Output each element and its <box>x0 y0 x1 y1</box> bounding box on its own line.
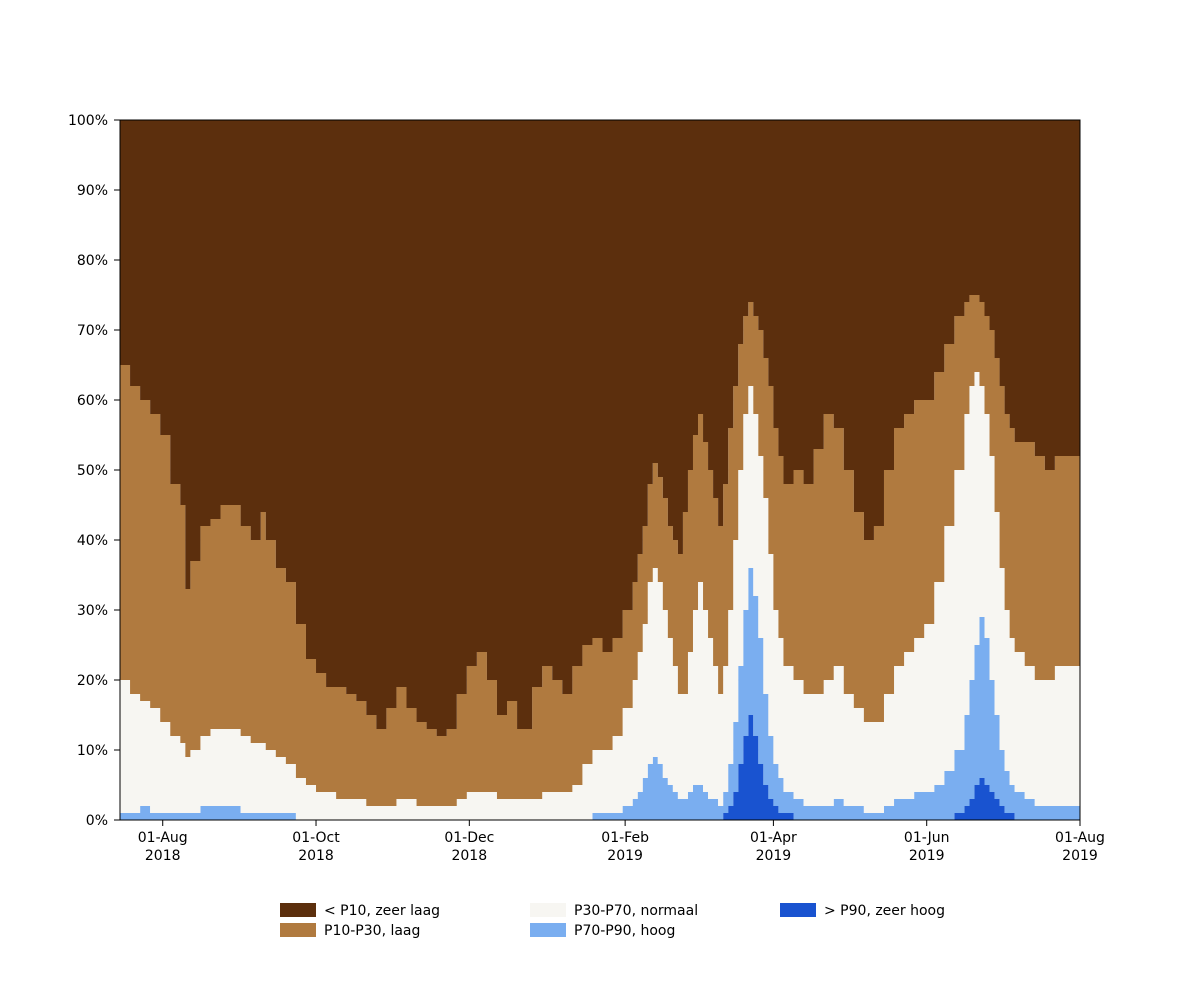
y-tick-label: 40% <box>77 533 108 549</box>
x-tick-label-line1: 01-Feb <box>601 830 649 846</box>
x-tick-label-line1: 01-Dec <box>444 830 494 846</box>
y-tick-label: 100% <box>68 113 108 129</box>
x-tick-label-line1: 01-Aug <box>1055 830 1105 846</box>
y-tick-label: 10% <box>77 743 108 759</box>
y-tick-label: 90% <box>77 183 108 199</box>
x-tick-label-line2: 2019 <box>607 848 643 864</box>
y-tick-label: 50% <box>77 463 108 479</box>
legend-label: P10-P30, laag <box>324 923 420 939</box>
y-tick-label: 60% <box>77 393 108 409</box>
legend-label: < P10, zeer laag <box>324 903 440 919</box>
x-tick-label-line2: 2019 <box>756 848 792 864</box>
legend-label: P70-P90, hoog <box>574 923 675 939</box>
x-tick-label-line2: 2018 <box>145 848 181 864</box>
x-tick-label-line1: 01-Apr <box>750 830 797 846</box>
x-tick-label-line1: 01-Oct <box>292 830 340 846</box>
legend-label: > P90, zeer hoog <box>824 903 945 919</box>
legend-swatch <box>280 923 316 937</box>
legend-swatch <box>530 923 566 937</box>
x-tick-label-line2: 2019 <box>909 848 945 864</box>
y-tick-label: 20% <box>77 673 108 689</box>
y-tick-label: 70% <box>77 323 108 339</box>
y-tick-label: 0% <box>86 813 108 829</box>
stacked-areas <box>120 120 1080 820</box>
x-tick-label-line1: 01-Jun <box>904 830 950 846</box>
y-tick-label: 30% <box>77 603 108 619</box>
stacked-area-chart: 0% 10% 20% 30% 40% 50% 60% 70% 80% 90% 100% 01-Aug 2… <box>0 0 1200 1000</box>
legend-swatch <box>780 903 816 917</box>
legend-swatch <box>280 903 316 917</box>
x-tick-label-line2: 2018 <box>298 848 334 864</box>
x-tick-label-line2: 2019 <box>1062 848 1098 864</box>
x-tick-label-line2: 2018 <box>451 848 487 864</box>
legend-label: P30-P70, normaal <box>574 903 698 919</box>
y-tick-label: 80% <box>77 253 108 269</box>
legend-swatch <box>530 903 566 917</box>
x-tick-label-line1: 01-Aug <box>138 830 188 846</box>
chart-container: 0% 10% 20% 30% 40% 50% 60% 70% 80% 90% 100% 01-Aug 2… <box>0 0 1200 1000</box>
